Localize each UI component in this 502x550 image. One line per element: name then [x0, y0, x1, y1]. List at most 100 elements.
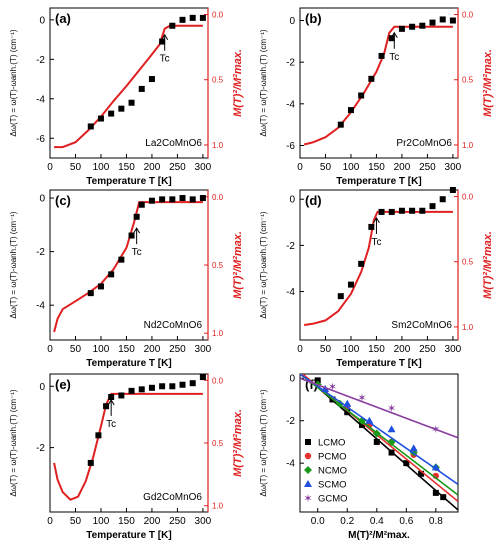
legend-marker-pcmo: [304, 452, 312, 460]
y2-tick-label: 0.0: [212, 11, 224, 20]
y2-tick-label: 0.5: [212, 439, 224, 448]
data-point: [108, 110, 115, 117]
data-point: [179, 16, 186, 23]
x-tick-label: 250: [169, 516, 186, 527]
x-tick-label: 0.8: [429, 516, 443, 527]
data-point: [398, 207, 405, 214]
data-point: [439, 196, 446, 203]
data-point: [337, 121, 344, 128]
x-tick-label: 0: [47, 344, 53, 355]
data-point: [169, 22, 176, 29]
compound-label: Pr2CoMnO6: [396, 138, 452, 149]
tc-arrow-head: [107, 398, 115, 406]
data-point: [97, 115, 104, 122]
y2-tick-label: 0.0: [462, 11, 474, 20]
data-point: [87, 459, 94, 466]
panel-e: 0 50 100 150 200 250 300 0 -2 Temperature T [K] Δω…: [9, 373, 244, 541]
panel-a: 0 50 100 150 200 250 300 0 -2 -4 -6 Temperature T […: [9, 7, 244, 187]
x-tick-label: 0: [297, 162, 303, 173]
panels-layer: 0 50 100 150 200 250 300 0 -2 -4 -6 Temperature T […: [9, 7, 494, 541]
data-point-ncmo: [372, 429, 381, 438]
tc-label: Tc: [371, 237, 381, 248]
data-point: [169, 383, 176, 390]
tc-arrow-head: [133, 227, 141, 234]
data-point-scmo: [431, 463, 440, 471]
data-point: [199, 374, 206, 381]
y-tick-label: 0: [289, 16, 295, 27]
data-point: [409, 23, 416, 30]
data-point: [95, 432, 102, 439]
y-tick-label: 0: [39, 15, 45, 26]
data-point: [429, 203, 436, 210]
legend-label-ncmo: NCMO: [318, 466, 347, 477]
fit-curve: [303, 210, 453, 326]
data-point-ncmo: [335, 399, 344, 408]
x-tick-label: 50: [70, 162, 82, 173]
x-tick-label: 0.2: [340, 516, 354, 527]
x-tick-label: 0: [297, 344, 303, 355]
y-tick-label: -2: [286, 58, 295, 69]
x-tick-label: 150: [118, 516, 135, 527]
y2-tick-label: 0.0: [462, 193, 474, 202]
data-point: [128, 232, 135, 239]
fit-line-gcmo: [300, 377, 458, 439]
tc-label: Tc: [106, 419, 116, 430]
fit-curve: [54, 24, 203, 149]
data-point-gcmo: ✶: [431, 424, 440, 436]
data-point: [368, 223, 375, 230]
x-axis-label: Temperature T [K]: [336, 176, 421, 187]
data-point-scmo: [365, 416, 374, 424]
data-point-gcmo: ✶: [357, 392, 366, 404]
x-tick-label: 100: [93, 516, 110, 527]
y-axis-label: Δω(T) = ω(T)-ωanh.(T) (cm⁻¹): [9, 29, 18, 137]
y-tick-label: -4: [36, 94, 45, 105]
data-point: [118, 256, 125, 263]
data-point: [108, 394, 115, 400]
plot-area: ✶ ✶ ✶ ✶: [300, 374, 458, 511]
x-tick-label: 200: [144, 162, 161, 173]
data-point: [148, 76, 155, 83]
x-tick-label: 50: [320, 344, 332, 355]
y2-tick-label: 0.0: [212, 193, 224, 202]
x-axis-label: Temperature T [K]: [336, 358, 421, 369]
data-point: [118, 392, 125, 399]
data-point-lcmo: [440, 494, 447, 501]
data-point: [138, 386, 145, 393]
x-tick-label: 200: [394, 344, 411, 355]
y-axis-label: Δω(T) = ω(T)-ωanh.(T) (cm⁻¹): [259, 29, 268, 137]
data-point: [189, 196, 196, 203]
data-point-lcmo: [432, 489, 439, 496]
y-tick-label: 0: [39, 382, 45, 393]
x-tick-label: 100: [93, 344, 110, 355]
right-axis-label: M(T)²/M²max.: [482, 49, 494, 117]
legend-label-lcmo: LCMO: [318, 438, 345, 449]
x-tick-label: 0: [47, 162, 53, 173]
y-tick-label: 0: [289, 374, 295, 385]
x-tick-label: 250: [419, 162, 436, 173]
legend-label-scmo: SCMO: [318, 480, 347, 491]
data-point: [128, 387, 135, 394]
y-tick-label: -2: [36, 443, 45, 454]
data-point: [439, 16, 446, 23]
data-point-lcmo: [373, 438, 380, 445]
plot-frame: [299, 7, 459, 159]
data-point: [358, 92, 365, 99]
data-point: [108, 271, 115, 278]
data-point: [419, 22, 426, 29]
y-tick-label: 0: [289, 195, 295, 206]
data-point-scmo: [387, 425, 396, 433]
data-point-lcmo: [388, 449, 395, 456]
y-axis-label: Δω(T) = ω(T)-ωanh.(T) (cm⁻¹): [9, 211, 18, 319]
x-tick-label: 150: [118, 344, 135, 355]
x-tick-label: 300: [195, 344, 212, 355]
plot-frame: [49, 189, 209, 341]
data-point: [148, 197, 155, 204]
data-point-gcmo: ✶: [328, 382, 337, 394]
x-tick-label: 150: [368, 344, 385, 355]
x-axis-label: Temperature T [K]: [86, 530, 171, 541]
y-tick-label: -4: [286, 99, 295, 110]
x-axis-label: M(T)²/M²max.: [348, 530, 410, 541]
x-tick-label: 250: [169, 344, 186, 355]
x-tick-label: 300: [445, 344, 462, 355]
